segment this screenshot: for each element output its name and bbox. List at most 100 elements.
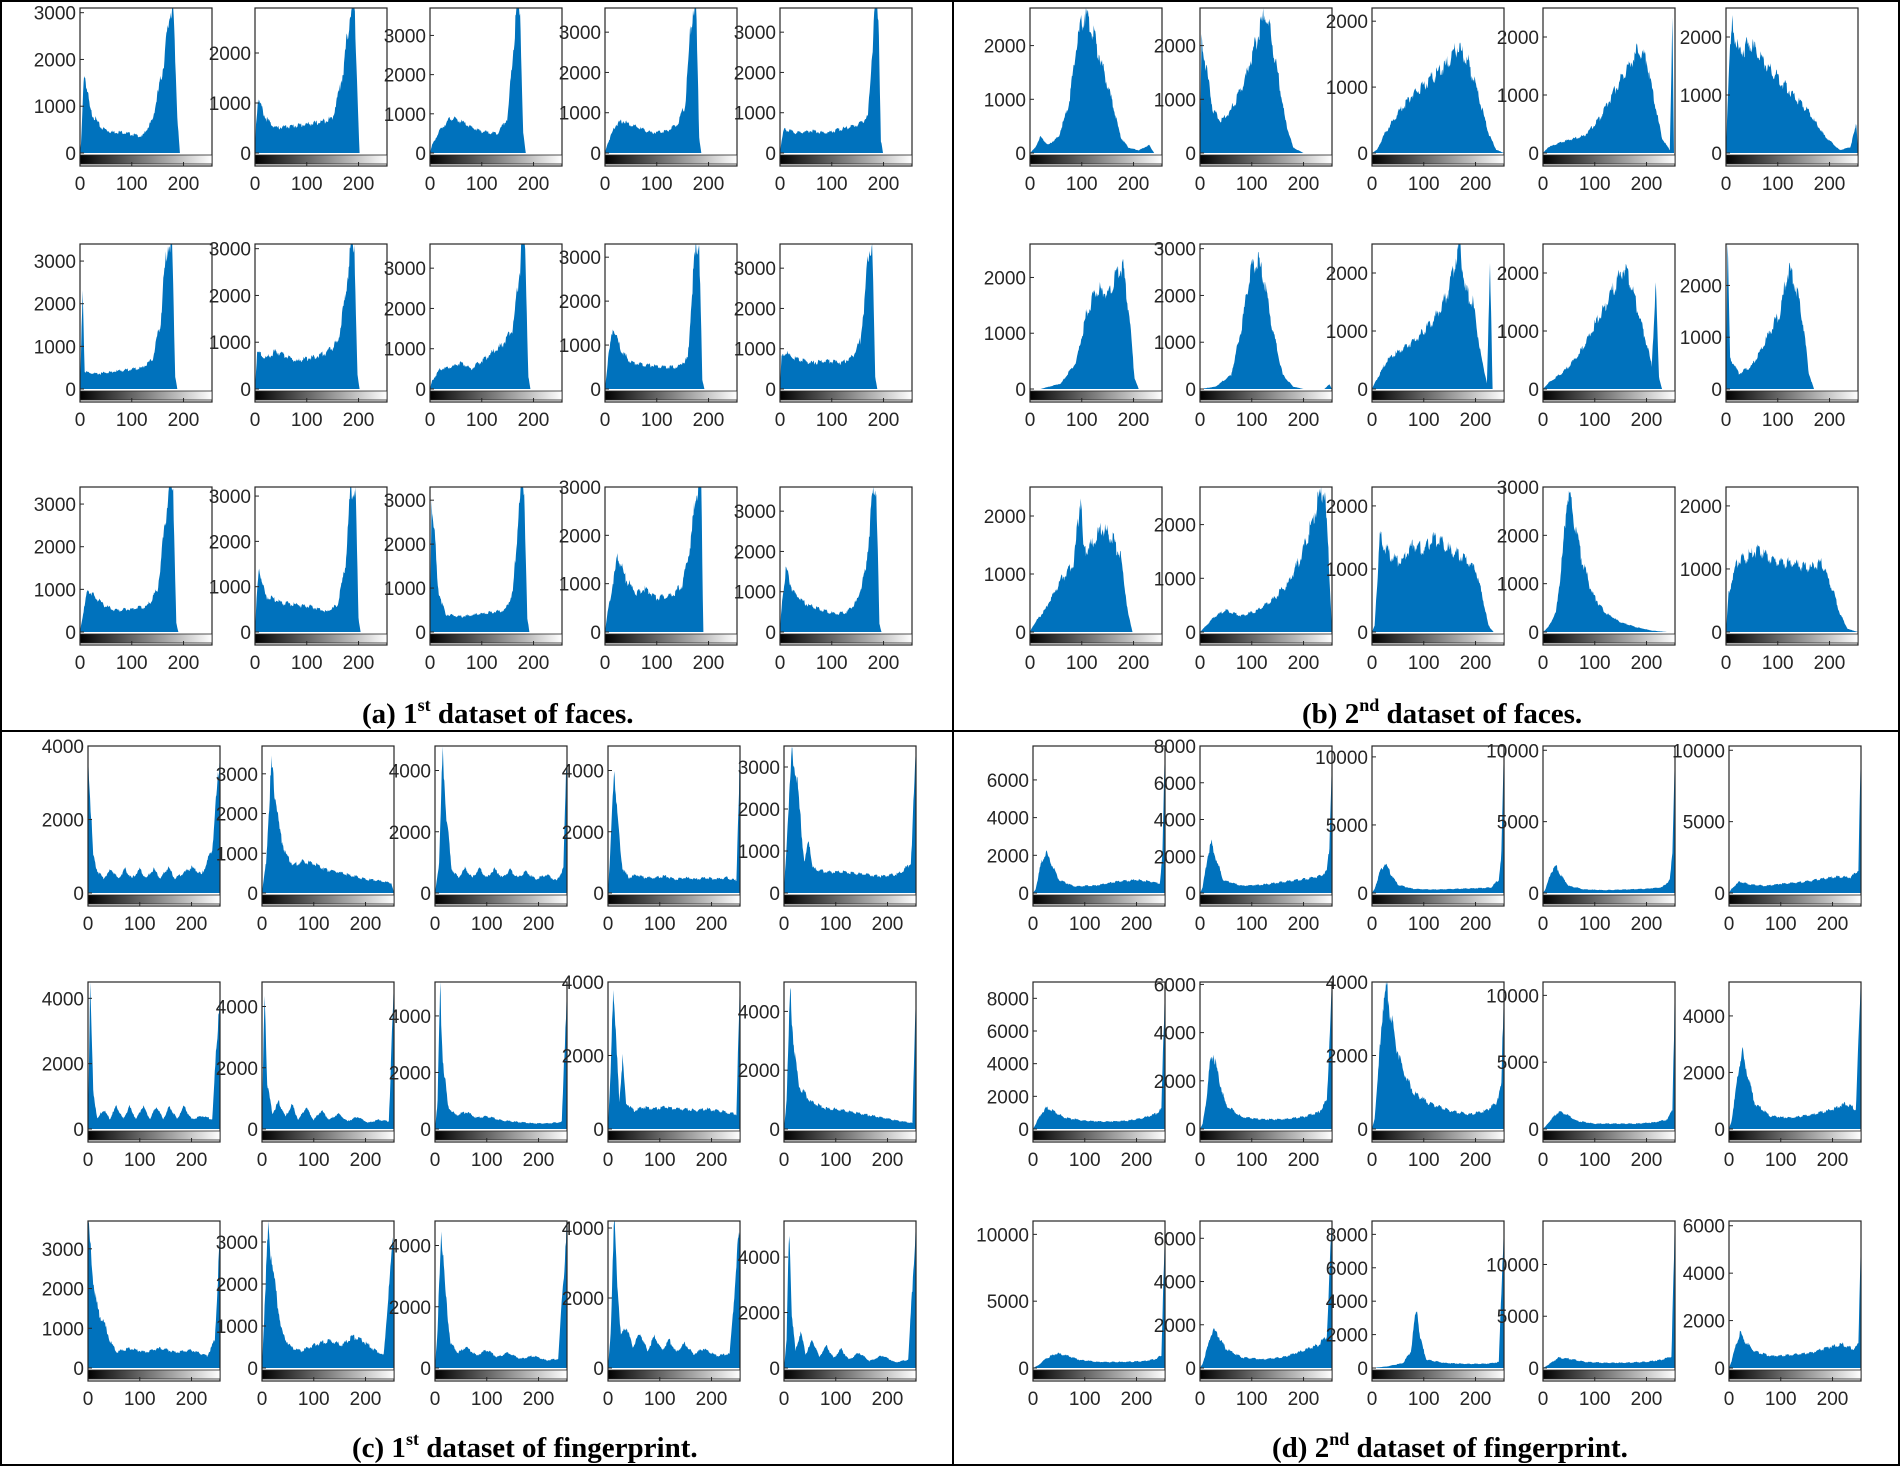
x-tick-label: 0 [1538, 914, 1549, 935]
x-tick-label: 200 [872, 914, 904, 935]
x-tick-label: 0 [1538, 653, 1549, 674]
y-tick-label: 0 [240, 623, 251, 644]
x-tick-label: 0 [603, 914, 614, 935]
y-tick-label: 0 [1015, 623, 1026, 644]
grayscale-bar [1029, 633, 1163, 644]
x-tick-label: 0 [1195, 410, 1206, 431]
y-tick-label: 0 [1528, 1120, 1539, 1141]
x-tick-label: 200 [1631, 653, 1663, 674]
grayscale-bar [254, 633, 388, 644]
y-tick-label: 1000 [734, 583, 776, 604]
x-tick-label: 200 [1288, 914, 1320, 935]
histogram-area [1543, 17, 1675, 154]
x-tick-label: 100 [298, 1150, 330, 1171]
grayscale-bar [429, 154, 563, 165]
y-tick-label: 0 [1528, 623, 1539, 644]
y-tick-label: 0 [73, 884, 84, 905]
x-tick-label: 100 [1408, 174, 1440, 195]
y-tick-label: 0 [415, 144, 426, 165]
x-tick-label: 200 [872, 1389, 904, 1410]
x-tick-label: 200 [1118, 174, 1150, 195]
axes-frame [254, 7, 388, 167]
caption-b: (b) 2nd dataset of faces. [1302, 695, 1582, 730]
y-tick-label: 10000 [1486, 1255, 1539, 1276]
x-tick-label: 100 [291, 653, 323, 674]
y-tick-label: 2000 [1326, 497, 1368, 518]
x-tick-label: 200 [1288, 1389, 1320, 1410]
x-tick-label: 0 [75, 174, 86, 195]
x-tick-label: 200 [518, 410, 550, 431]
y-tick-label: 2000 [1680, 276, 1722, 297]
histogram-b-1-4: 0 1000 2000 0 100 200 [1680, 243, 1859, 431]
caption-c: (c) 1st dataset of fingerprint. [352, 1429, 698, 1464]
y-tick-label: 2000 [559, 292, 601, 313]
x-tick-label: 0 [425, 174, 436, 195]
x-tick-label: 200 [1121, 1150, 1153, 1171]
y-tick-label: 0 [1714, 1120, 1725, 1141]
x-tick-label: 100 [116, 653, 148, 674]
x-tick-label: 200 [1817, 914, 1849, 935]
y-tick-label: 4000 [389, 1007, 431, 1028]
grayscale-bar [87, 894, 221, 905]
y-tick-label: 5000 [1497, 813, 1539, 834]
x-tick-label: 100 [1408, 653, 1440, 674]
x-tick-label: 0 [425, 410, 436, 431]
y-tick-label: 1000 [1154, 333, 1196, 354]
axes-frame [607, 1220, 741, 1382]
y-tick-label: 2000 [1154, 286, 1196, 307]
caption-d: (d) 2nd dataset of fingerprint. [1272, 1429, 1628, 1464]
axes-frame [87, 981, 221, 1143]
grayscale-bar [1199, 390, 1333, 401]
x-tick-label: 0 [1538, 174, 1549, 195]
grayscale-bar [434, 1130, 568, 1141]
grayscale-bar [1032, 894, 1166, 905]
x-tick-label: 100 [1069, 1150, 1101, 1171]
x-tick-label: 0 [1721, 410, 1732, 431]
x-tick-label: 0 [603, 1389, 614, 1410]
histogram-area [80, 487, 212, 632]
grayscale-bar [1371, 1369, 1505, 1380]
histogram-area [1543, 982, 1675, 1129]
y-tick-label: 1000 [984, 90, 1026, 111]
y-tick-label: 2000 [738, 1061, 780, 1082]
y-tick-label: 4000 [1154, 1273, 1196, 1294]
y-tick-label: 5000 [987, 1292, 1029, 1313]
y-tick-label: 0 [420, 1120, 431, 1141]
axes-frame [1725, 7, 1859, 167]
histogram-a-0-0: 0 1000 2000 3000 0 100 200 [34, 4, 213, 195]
y-tick-label: 0 [1357, 380, 1368, 401]
x-tick-label: 100 [1066, 410, 1098, 431]
histogram-area [1726, 244, 1858, 389]
y-tick-label: 8000 [1154, 737, 1196, 758]
histogram-a-1-2: 0 1000 2000 3000 0 100 200 [384, 243, 563, 431]
grayscale-bar [1725, 154, 1859, 165]
axes-frame [1371, 1220, 1505, 1382]
y-tick-label: 2000 [984, 268, 1026, 289]
axes-frame [1199, 745, 1333, 907]
x-tick-label: 0 [430, 914, 441, 935]
y-tick-label: 1000 [1680, 86, 1722, 107]
y-tick-label: 4000 [1154, 811, 1196, 832]
histogram-area [1729, 986, 1861, 1129]
x-tick-label: 200 [1631, 914, 1663, 935]
x-tick-label: 200 [1288, 653, 1320, 674]
axes-frame [1371, 486, 1505, 646]
axes-frame [79, 7, 213, 167]
y-tick-label: 1000 [559, 336, 601, 357]
y-tick-label: 0 [1185, 144, 1196, 165]
histogram-area [1033, 988, 1165, 1129]
histogram-d-1-4: 0 2000 4000 0 100 200 [1683, 981, 1862, 1171]
axes-frame [261, 981, 395, 1143]
y-tick-label: 0 [65, 623, 76, 644]
x-tick-label: 100 [641, 174, 673, 195]
grayscale-bar [1029, 390, 1163, 401]
histogram-area [784, 987, 916, 1129]
axes-frame [1725, 243, 1859, 403]
x-tick-label: 200 [1631, 174, 1663, 195]
x-tick-label: 200 [523, 1389, 555, 1410]
x-tick-label: 100 [644, 914, 676, 935]
x-tick-label: 200 [1460, 1389, 1492, 1410]
axes-frame [1542, 1220, 1676, 1382]
y-tick-label: 10000 [1486, 741, 1539, 762]
